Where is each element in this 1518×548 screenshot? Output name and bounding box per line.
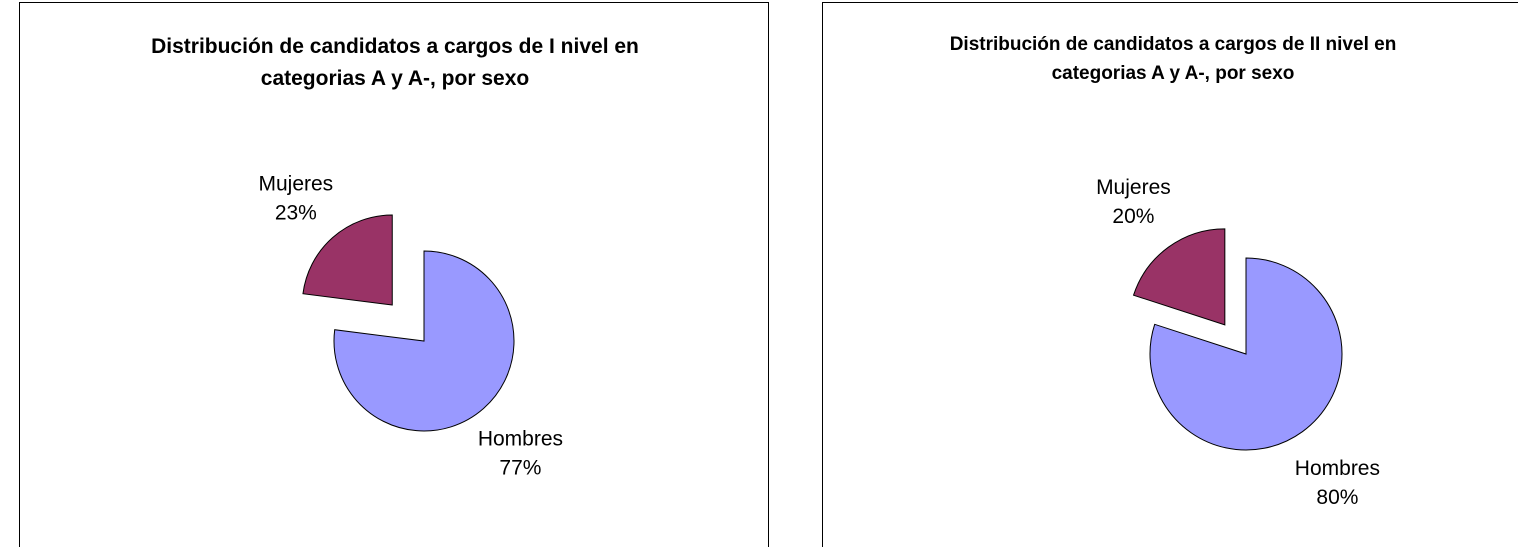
- pie-slice: [1149, 257, 1343, 451]
- chart-panel: Distribución de candidatos a cargos de I…: [822, 2, 1518, 547]
- slice-label-name: Mujeres: [1096, 176, 1171, 199]
- chart-title: Distribución de candidatos a cargos de I…: [151, 35, 639, 90]
- slice-label-name: Hombres: [1295, 457, 1380, 480]
- slice-label-name: Mujeres: [258, 173, 333, 196]
- pie-chart: Hombres 77% Mujeres 23%: [258, 173, 563, 480]
- chart-title: Distribución de candidatos a cargos de I…: [949, 34, 1397, 84]
- slice-label-value: 20%: [1112, 205, 1154, 228]
- pie-slice: [302, 214, 393, 306]
- pie-slice: [1132, 228, 1226, 326]
- slice-label-value: 23%: [275, 202, 317, 225]
- pie-slice: [333, 250, 515, 432]
- slice-label-name: Hombres: [478, 427, 563, 450]
- slice-label-value: 80%: [1316, 486, 1358, 509]
- chart-panel: Distribución de candidatos a cargos de I…: [19, 2, 769, 547]
- pie-chart: Hombres 80% Mujeres 20%: [1096, 176, 1380, 509]
- slice-label-value: 77%: [499, 456, 541, 479]
